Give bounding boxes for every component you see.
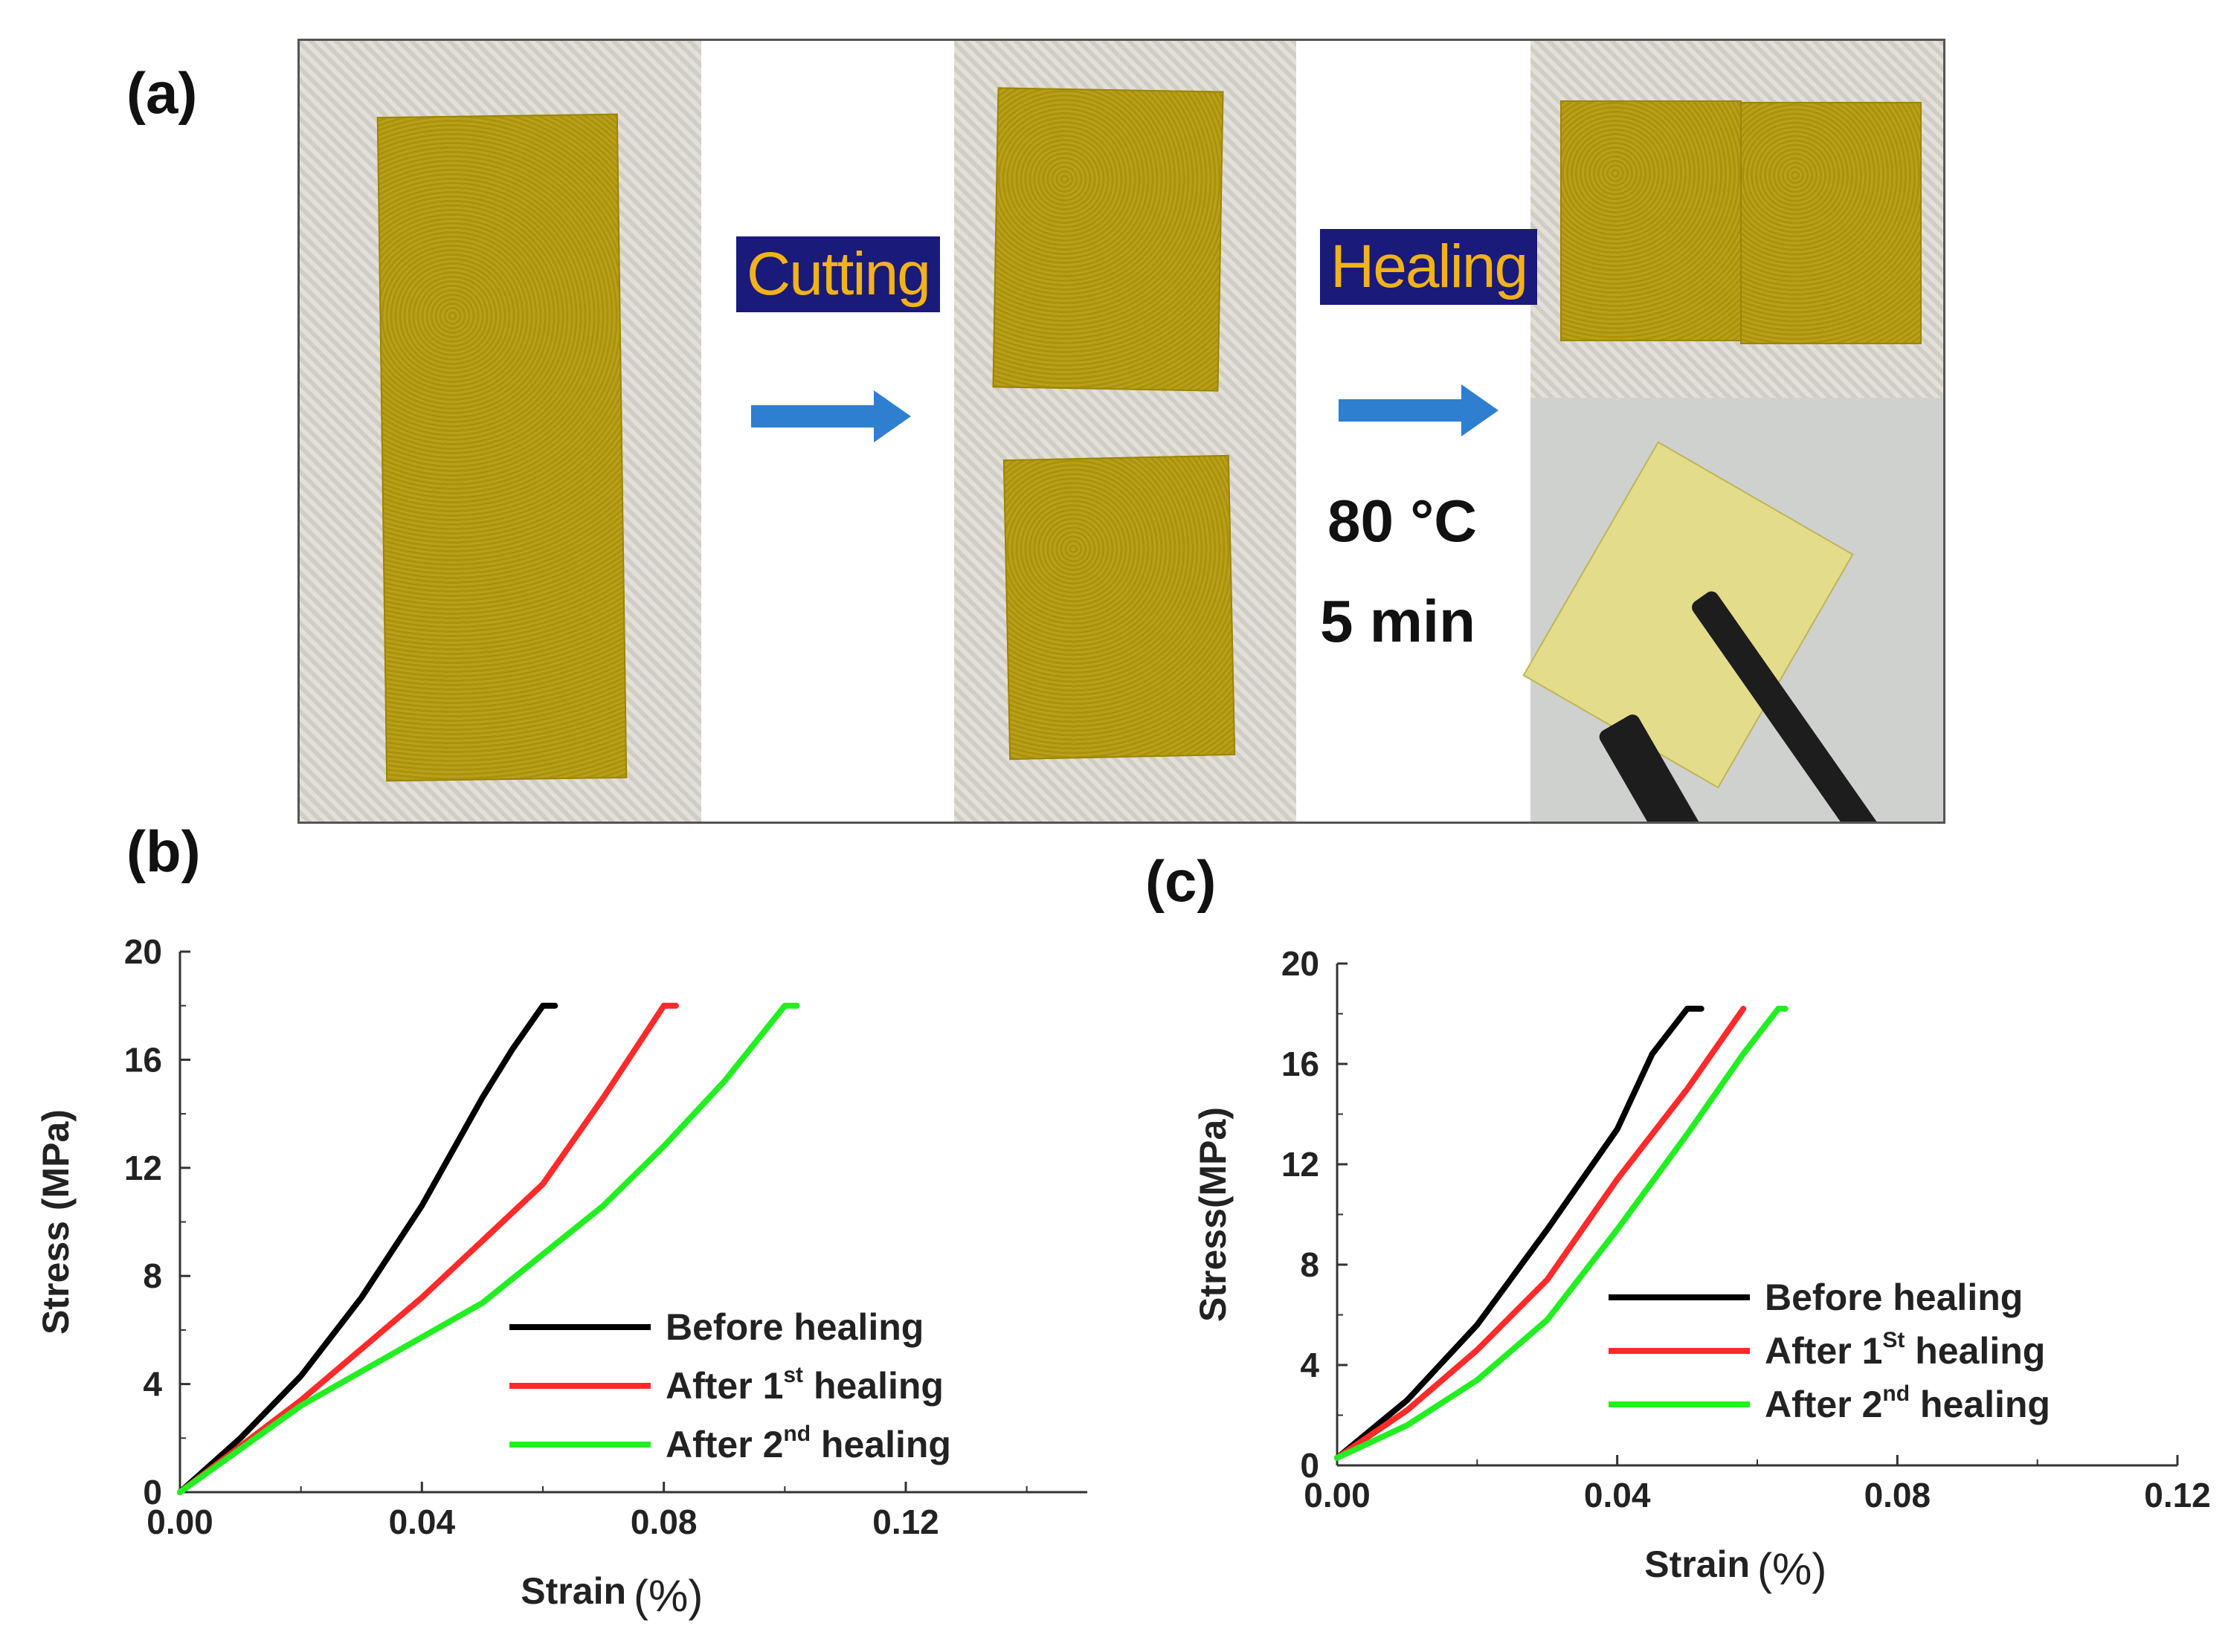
film-cut-bottom — [1002, 454, 1236, 761]
chart-b-series-line — [177, 1002, 558, 1495]
chart-b-x-axis-unit: (%) — [634, 1571, 703, 1621]
healing-time: 5 min — [1320, 588, 1475, 654]
chart-c-x-tick-label: 0.04 — [1584, 1476, 1651, 1514]
stress-strain-chart-b: 0 4 8 12 16 20 0.00 0.04 0.08 0.12 Strain (%) Stress… — [35, 932, 1087, 1621]
chart-b-x-tick-label: 0.04 — [389, 1503, 456, 1541]
chart-b-series-line — [177, 1002, 800, 1495]
film-healed-left — [1560, 100, 1742, 341]
chart-c-y-axis-label: Stress(MPa) — [1192, 1107, 1234, 1322]
cutting-label: Cutting — [736, 236, 940, 312]
chart-b-legend-label: After 1st healing — [666, 1363, 944, 1407]
chart-c-x-axis-label: Strain — [1644, 1543, 1750, 1585]
chart-c-x-axis-unit: (%) — [1757, 1544, 1826, 1594]
chart-c-x-tick-label: 0.12 — [2144, 1476, 2211, 1514]
chart-b-y-tick-label: 16 — [124, 1040, 162, 1079]
film-healed-right — [1740, 102, 1922, 344]
photo-cut-samples — [954, 41, 1296, 822]
chart-c-y-tick-label: 16 — [1281, 1045, 1319, 1083]
chart-c-y-tick-label: 8 — [1300, 1245, 1319, 1284]
stress-strain-chart-c: 0 4 8 12 16 20 0.00 0.04 0.08 0.12 Strain (%) Stress… — [1192, 944, 2211, 1594]
arrow-cutting-icon — [751, 390, 911, 442]
chart-b-y-tick-label: 12 — [124, 1149, 162, 1187]
chart-c-series-line — [1334, 1005, 1747, 1461]
panel-label-b: (b) — [126, 819, 201, 884]
chart-c-y-tick-label: 4 — [1300, 1346, 1319, 1384]
chart-b-y-tick-label: 20 — [124, 932, 162, 971]
photo-healed-sample — [1530, 41, 1943, 398]
panel-label-a: (a) — [126, 60, 198, 126]
chart-b-x-axis-label: Strain — [521, 1570, 626, 1612]
chart-b-x-tick-label: 0.00 — [147, 1503, 213, 1541]
chart-b-x-tick-label: 0.08 — [631, 1503, 698, 1541]
chart-c-legend-label: Before healing — [1765, 1277, 2023, 1318]
chart-b-y-axis-label: Stress (MPa) — [35, 1109, 77, 1335]
chart-b-series-line — [177, 1002, 679, 1495]
chart-b-y-tick-label: 8 — [143, 1256, 162, 1295]
panel-label-c: (c) — [1145, 848, 1217, 914]
film-cut-top — [992, 87, 1224, 392]
photo-original-sample — [300, 41, 701, 822]
chart-c-x-tick-label: 0.00 — [1304, 1476, 1371, 1514]
healing-process-photos — [297, 39, 1945, 824]
photo-healed-in-tweezers — [1522, 398, 1943, 822]
chart-c-y-tick-label: 12 — [1281, 1145, 1319, 1184]
chart-c-y-tick-label: 0 — [1300, 1446, 1319, 1485]
chart-c-legend-label: After 2nd healing — [1765, 1381, 2050, 1425]
chart-c-y-tick-label: 20 — [1281, 944, 1319, 983]
chart-b-y-tick-label: 4 — [143, 1365, 162, 1404]
chart-c-series-line — [1334, 1005, 1704, 1461]
chart-b-legend-label: Before healing — [666, 1306, 924, 1348]
chart-c-series-line — [1334, 1005, 1789, 1461]
chart-c-legend-label: After 1St healing — [1765, 1328, 2045, 1372]
healing-temperature: 80 °C — [1327, 488, 1477, 554]
chart-b-legend-label: After 2nd healing — [666, 1422, 951, 1465]
chart-c-x-tick-label: 0.08 — [1864, 1476, 1931, 1514]
chart-b-x-tick-label: 0.12 — [872, 1503, 939, 1541]
chart-b-y-tick-label: 0 — [143, 1473, 162, 1511]
film-original — [376, 113, 628, 782]
arrow-healing-icon — [1339, 384, 1498, 436]
healing-label: Healing — [1320, 229, 1538, 305]
